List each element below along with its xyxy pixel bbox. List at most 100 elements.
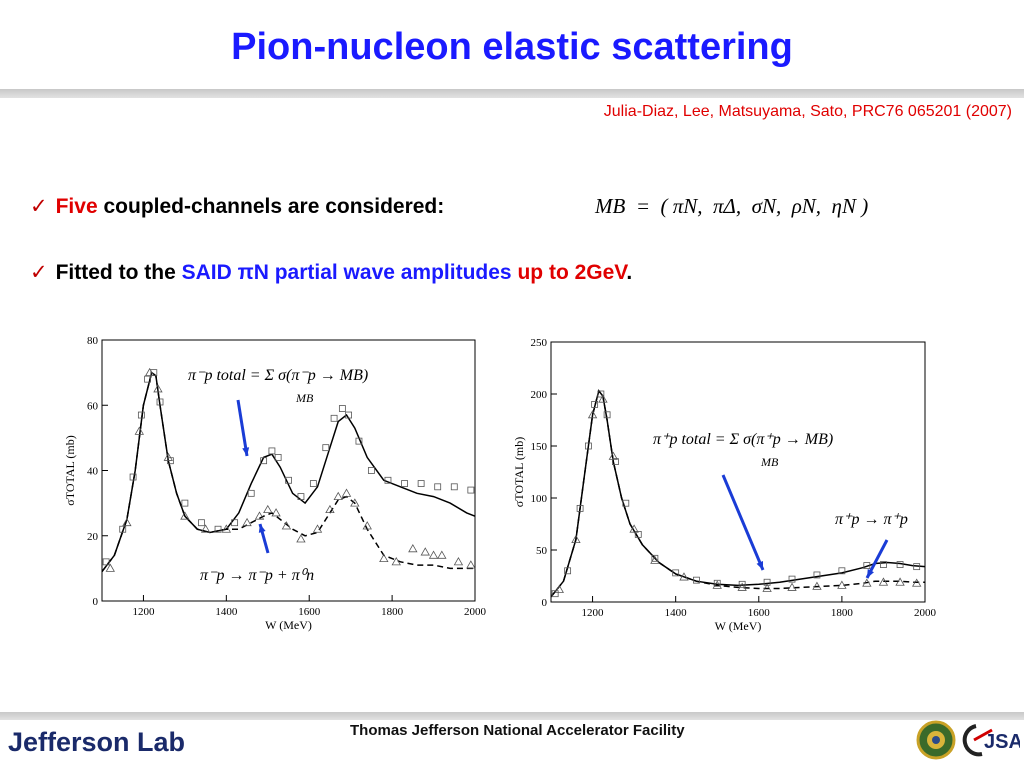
data-point-square: [738, 580, 746, 588]
bullet1-text: coupled-channels are considered:: [103, 195, 445, 218]
data-point-square: [913, 563, 921, 571]
data-point-square: [634, 530, 642, 538]
data-point-square: [247, 489, 255, 497]
data-point-square: [551, 590, 559, 598]
annotation-total: π⁻p total = Σ σ(π⁻p → MB): [188, 367, 368, 384]
data-point-triangle: [134, 426, 144, 435]
y-tick-label: 250: [531, 337, 548, 349]
data-point-square: [788, 575, 796, 583]
data-point-triangle: [296, 534, 306, 543]
data-point-square: [401, 480, 408, 487]
plot-frame: [550, 341, 926, 603]
data-point-square: [367, 467, 375, 474]
data-point-square: [119, 525, 127, 533]
data-point-triangle: [254, 511, 265, 520]
x-tick-label: 1400: [665, 607, 688, 619]
data-point-square: [564, 567, 572, 575]
x-axis-label: W (MeV): [265, 618, 312, 632]
x-tick-label: 2000: [914, 607, 937, 619]
data-point-triangle: [350, 498, 360, 507]
annotation-arrow: [721, 474, 765, 571]
x-tick-label: 1800: [381, 606, 404, 618]
chart-pi-plus-p: 1200 1400 1600 1800 2000 0 50 100 150 200 250 W (Me…: [512, 337, 937, 633]
data-point-triangle: [271, 508, 281, 517]
data-point-square: [198, 519, 205, 527]
data-point-triangle: [408, 543, 418, 553]
x-tick-label: 1600: [298, 606, 321, 618]
data-point-triangle: [787, 582, 797, 591]
data-point-square: [144, 375, 151, 383]
data-point-triangle: [144, 367, 155, 377]
bottom-divider: [0, 712, 1024, 720]
bullet-said-fit: ✓ Fitted to the SAID πN partial wave ampl…: [30, 260, 632, 285]
data-point-square: [693, 576, 700, 584]
data-point-square: [338, 405, 346, 412]
arrowhead-icon: [242, 447, 250, 456]
y-tick-label: 60: [87, 400, 99, 412]
data-point-square: [285, 476, 292, 484]
data-point-square: [434, 483, 442, 491]
annotation-arrow: [236, 399, 249, 457]
data-point-square: [297, 493, 305, 501]
data-point-triangle: [163, 452, 174, 461]
data-point-square: [450, 483, 458, 491]
data-point-triangle: [122, 517, 132, 527]
x-tick-label: 1200: [582, 607, 605, 619]
y-axis-label: σTOTAL (mb): [63, 435, 77, 506]
data-point-triangle: [200, 524, 211, 533]
data-point-square: [672, 569, 680, 577]
data-point-triangle: [420, 547, 430, 556]
series-total-line: [550, 389, 926, 598]
series-total-line: [101, 371, 476, 573]
data-point-triangle: [650, 555, 660, 564]
data-point-square: [591, 401, 599, 408]
y-tick-label: 0: [542, 597, 548, 609]
data-point-triangle: [837, 580, 847, 589]
data-point-triangle: [341, 488, 352, 497]
citation: Julia-Diaz, Lee, Matsuyama, Sato, PRC76 …: [603, 103, 1012, 120]
arrowhead-icon: [867, 569, 874, 578]
data-point-triangle: [333, 491, 343, 500]
data-point-triangle: [737, 582, 747, 591]
chart-pi-minus-p: 1200 1400 1600 1800 2000 0 20 40 60 80 W (MeV) σTOT…: [63, 335, 487, 632]
data-point-triangle: [105, 563, 115, 572]
data-point-triangle: [629, 524, 639, 533]
data-point-triangle: [391, 557, 401, 566]
data-point-square: [713, 579, 721, 587]
data-point-square: [102, 558, 110, 566]
bullet1-highlight: Five: [55, 195, 98, 218]
data-point-triangle: [263, 504, 273, 514]
data-point-triangle: [312, 524, 323, 533]
data-point-square: [651, 554, 659, 562]
y-tick-label: 20: [87, 531, 99, 543]
data-point-triangle: [862, 578, 872, 587]
data-point-square: [417, 480, 425, 487]
top-divider: [0, 89, 1024, 98]
data-point-triangle: [221, 524, 232, 533]
jefferson-lab-logo: Jefferson Lab: [8, 727, 186, 757]
data-point-square: [345, 411, 352, 419]
annotation-elastic: π⁺p → π⁺p: [835, 511, 908, 528]
bullet2-pre: Fitted to the: [55, 261, 176, 284]
annotation-total: π⁺p total = Σ σ(π⁺p → MB): [653, 431, 833, 448]
annotation-sum-index: MB: [295, 391, 314, 405]
arrowhead-icon: [756, 561, 764, 570]
doe-seal-icon: [916, 720, 956, 760]
annotation-sum-index: MB: [760, 455, 779, 469]
data-point-square: [322, 444, 330, 452]
bullet-coupled-channels: ✓ Five coupled-channels are considered:: [30, 194, 444, 219]
data-point-square: [260, 457, 268, 465]
checkmark-icon: ✓: [30, 261, 48, 284]
data-point-triangle: [428, 550, 439, 559]
data-point-triangle: [362, 521, 372, 530]
footer-facility: Thomas Jefferson National Accelerator Fa…: [350, 722, 685, 739]
data-point-square: [137, 411, 145, 419]
data-point-square: [576, 504, 584, 512]
bullet2-said: SAID πN partial wave amplitudes: [181, 261, 512, 284]
x-tick-label: 1400: [215, 606, 238, 618]
data-point-square: [309, 480, 317, 487]
data-point-square: [231, 519, 239, 527]
data-point-triangle: [242, 517, 252, 527]
data-point-square: [838, 567, 846, 575]
x-tick-label: 1200: [132, 606, 155, 618]
